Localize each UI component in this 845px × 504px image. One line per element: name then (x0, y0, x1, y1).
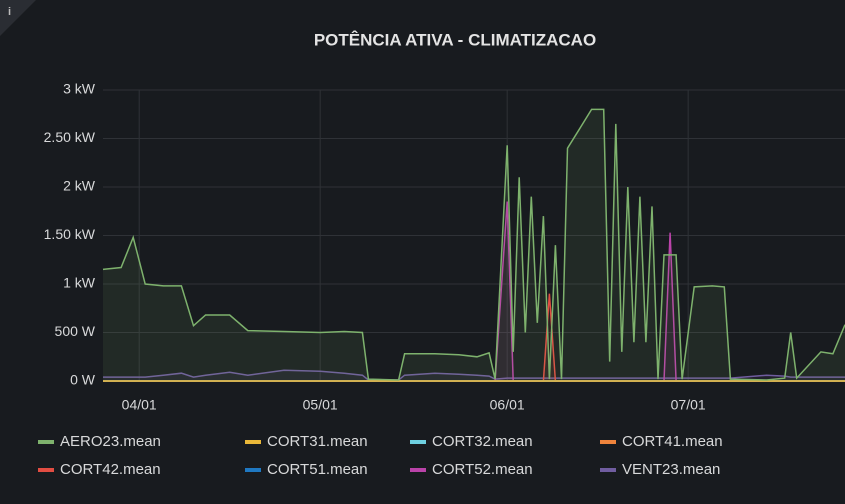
y-tick-label: 1 kW (63, 275, 96, 291)
y-tick-label: 3 kW (63, 81, 96, 97)
y-tick-label: 0 W (70, 372, 96, 388)
legend-swatch (245, 440, 261, 444)
legend-label: CORT42.mean (60, 461, 161, 478)
legend-swatch (38, 440, 54, 444)
x-tick-label: 07/01 (671, 397, 706, 413)
legend-label: CORT32.mean (432, 433, 533, 450)
legend-swatch (410, 468, 426, 472)
y-tick-label: 2.50 kW (44, 129, 96, 145)
legend-label: CORT51.mean (267, 461, 368, 478)
info-icon: i (8, 6, 11, 18)
x-tick-label: 06/01 (490, 397, 525, 413)
legend-swatch (600, 440, 616, 444)
x-tick-label: 05/01 (303, 397, 338, 413)
y-tick-label: 2 kW (63, 178, 96, 194)
legend-swatch (245, 468, 261, 472)
legend-label: CORT52.mean (432, 461, 533, 478)
x-tick-label: 04/01 (122, 397, 157, 413)
y-tick-label: 500 W (55, 323, 96, 339)
series-area (103, 109, 845, 382)
legend-swatch (600, 468, 616, 472)
legend-label: AERO23.mean (60, 433, 161, 450)
legend-label: CORT41.mean (622, 433, 723, 450)
legend-swatch (410, 440, 426, 444)
series-line (103, 369, 845, 381)
legend-label: VENT23.mean (622, 461, 720, 478)
y-tick-label: 1.50 kW (44, 226, 96, 242)
legend-swatch (38, 468, 54, 472)
info-corner (0, 0, 36, 36)
chart-title: POTÊNCIA ATIVA - CLIMATIZACAO (314, 30, 596, 49)
legend-label: CORT31.mean (267, 433, 368, 450)
legend: AERO23.mean CORT31.mean CORT32.mean CORT41.… (38, 433, 723, 478)
series-line (102, 108, 845, 381)
